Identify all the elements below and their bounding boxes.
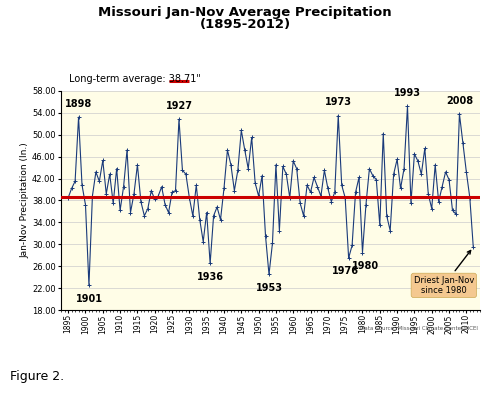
Text: 1976: 1976 (332, 266, 359, 276)
Text: 2008: 2008 (446, 96, 473, 105)
Y-axis label: Jan-Nov Precipitation (In.): Jan-Nov Precipitation (In.) (20, 143, 29, 258)
Text: Figure 2.: Figure 2. (10, 370, 64, 383)
Text: (1895-2012): (1895-2012) (199, 18, 291, 31)
Text: 1927: 1927 (166, 101, 193, 111)
Text: 1936: 1936 (196, 272, 223, 282)
Text: Missouri Jan-Nov Average Precipitation: Missouri Jan-Nov Average Precipitation (98, 6, 392, 19)
Text: Data Source: Missouri Climate Center/NCEI: Data Source: Missouri Climate Center/NCE… (360, 326, 478, 331)
Text: 1973: 1973 (325, 97, 352, 107)
Text: 1953: 1953 (255, 283, 283, 293)
Text: 1980: 1980 (352, 261, 379, 271)
Text: 1898: 1898 (65, 99, 92, 109)
Text: Driest Jan-Nov
since 1980: Driest Jan-Nov since 1980 (414, 250, 474, 295)
Text: Long-term average: 38.71": Long-term average: 38.71" (69, 74, 200, 84)
Text: 1993: 1993 (394, 88, 421, 98)
Text: 1901: 1901 (75, 293, 102, 304)
